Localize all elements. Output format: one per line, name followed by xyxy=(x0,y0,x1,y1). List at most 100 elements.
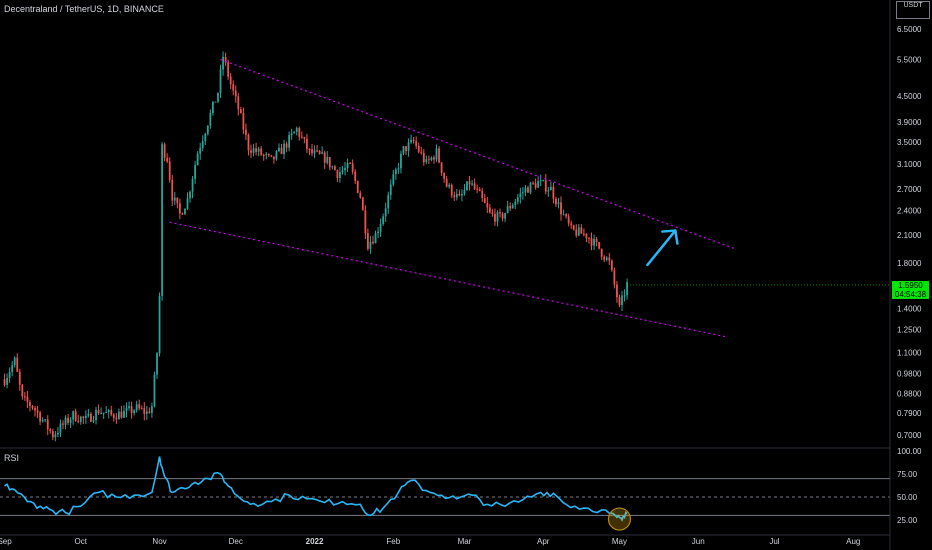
candle-body xyxy=(67,417,69,423)
price-pane[interactable] xyxy=(3,51,890,442)
candle-body xyxy=(595,238,598,242)
candle-body xyxy=(318,150,321,154)
candle-body xyxy=(425,159,428,163)
candle-body xyxy=(250,150,252,153)
candle-body xyxy=(364,210,367,234)
candle-body xyxy=(537,181,540,188)
candle-body xyxy=(64,417,67,425)
rsi-tick-label: 100.00 xyxy=(897,447,922,456)
candle-body xyxy=(206,125,209,134)
candle-body xyxy=(13,357,16,366)
candle-body xyxy=(262,154,265,156)
candle-body xyxy=(455,193,458,198)
candle-body xyxy=(229,76,232,85)
candle-body xyxy=(494,213,496,222)
candle-body xyxy=(117,411,120,420)
candle-body xyxy=(333,166,336,171)
candle-body xyxy=(194,165,197,179)
candle-body xyxy=(201,141,204,148)
price-tick-label: 0.7900 xyxy=(897,409,922,418)
candle-body xyxy=(570,223,573,226)
candle-body xyxy=(471,183,473,185)
candle-body xyxy=(257,148,260,152)
price-tick-label: 3.9000 xyxy=(897,118,922,127)
time-tick-label: Mar xyxy=(458,537,472,546)
candle-body xyxy=(51,431,54,438)
price-tick-label: 0.7000 xyxy=(897,431,922,440)
time-tick-label: Aug xyxy=(846,537,860,546)
candle-body xyxy=(580,227,583,234)
candle-body xyxy=(491,212,494,214)
candle-body xyxy=(544,180,547,192)
candle-body xyxy=(44,419,47,421)
candle-body xyxy=(62,423,64,425)
candle-body xyxy=(613,270,616,285)
price-tick-label: 1.8000 xyxy=(897,259,922,268)
candle-body xyxy=(557,202,560,205)
candle-body xyxy=(128,406,130,408)
candle-body xyxy=(16,357,19,372)
trendline xyxy=(220,58,735,249)
candle-body xyxy=(255,148,257,152)
candle-body xyxy=(29,402,31,406)
candle-body xyxy=(311,149,313,154)
last-price: 1.5950 xyxy=(898,281,923,290)
candle-body xyxy=(212,101,214,113)
candle-body xyxy=(270,155,273,157)
forecast-arrow-head xyxy=(661,229,679,245)
candle-body xyxy=(227,62,230,77)
candle-body xyxy=(69,419,72,423)
candle-body xyxy=(189,191,191,199)
candle-body xyxy=(173,197,176,201)
price-tick-label: 1.1000 xyxy=(897,349,922,358)
rsi-tick-label: 25.00 xyxy=(897,516,918,525)
rsi-pane[interactable] xyxy=(0,456,890,531)
time-tick-label: Jun xyxy=(692,537,705,546)
candle-body xyxy=(49,429,52,432)
candle-body xyxy=(265,154,268,156)
candle-body xyxy=(379,223,382,232)
candle-body xyxy=(18,371,21,385)
candle-body xyxy=(77,420,80,422)
candle-body xyxy=(84,415,87,419)
price-tick-label: 0.8800 xyxy=(897,389,922,398)
candle-body xyxy=(349,163,352,165)
candle-body xyxy=(389,184,392,195)
candle-body xyxy=(145,411,148,414)
candle-body xyxy=(23,396,26,398)
candle-body xyxy=(420,151,423,153)
candle-body xyxy=(105,411,108,413)
candle-body xyxy=(605,257,608,260)
candle-body xyxy=(153,374,156,407)
candle-body xyxy=(392,174,395,185)
candle-body xyxy=(608,257,611,261)
candle-body xyxy=(138,404,141,409)
candle-body xyxy=(323,152,326,163)
candle-body xyxy=(488,207,491,213)
candle-body xyxy=(46,419,49,430)
candle-body xyxy=(618,297,621,305)
candle-body xyxy=(346,163,349,169)
candle-body xyxy=(199,147,202,154)
candle-body xyxy=(402,146,405,154)
candle-body xyxy=(237,96,240,110)
rsi-label: RSI xyxy=(4,453,20,463)
candle-body xyxy=(443,172,446,179)
candle-body xyxy=(354,171,357,181)
candle-body xyxy=(303,137,306,139)
candle-body xyxy=(506,206,509,213)
candle-body xyxy=(321,152,324,154)
currency-label[interactable]: USDT xyxy=(896,1,930,19)
candle-body xyxy=(92,419,95,422)
candle-body xyxy=(328,157,331,168)
candle-body xyxy=(461,193,463,196)
candle-body xyxy=(496,212,499,222)
candle-body xyxy=(95,409,97,420)
candle-body xyxy=(588,238,590,240)
price-tick-label: 6.5000 xyxy=(897,25,922,34)
candle-body xyxy=(247,134,250,151)
candle-body xyxy=(499,212,501,214)
time-tick-label: Feb xyxy=(386,537,400,546)
candle-body xyxy=(433,157,435,160)
